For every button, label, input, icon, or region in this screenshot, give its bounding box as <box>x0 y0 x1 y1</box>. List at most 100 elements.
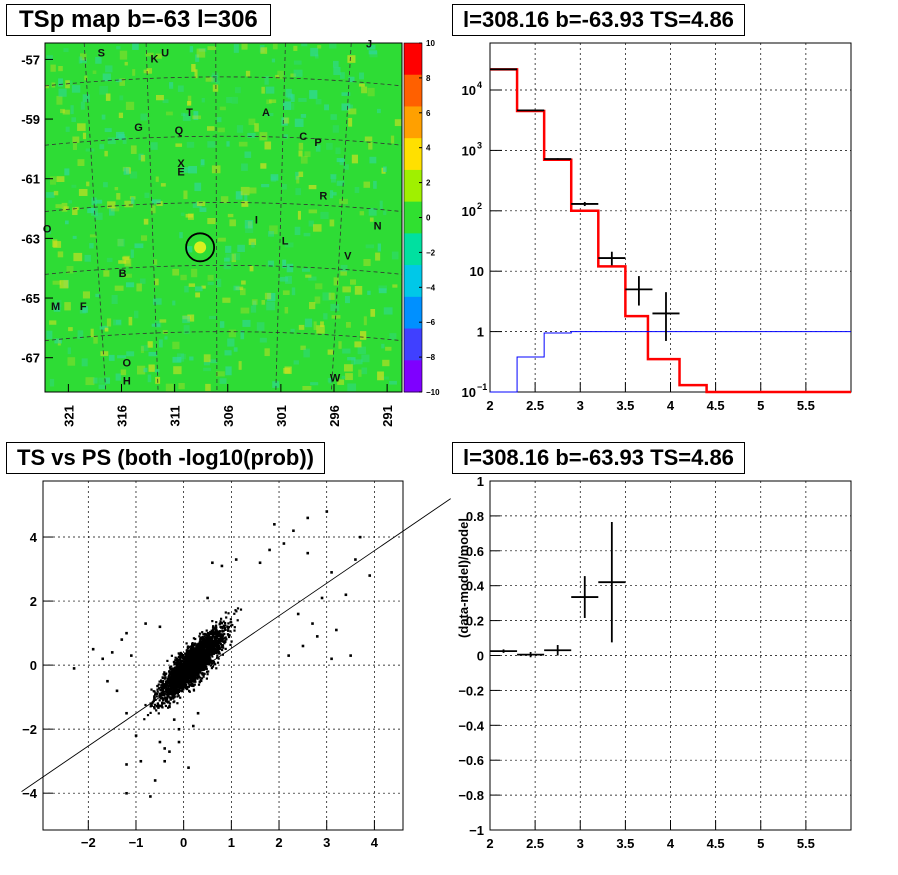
scatter-point <box>216 630 219 633</box>
scatter-point <box>174 688 177 691</box>
scatter-point <box>158 740 162 744</box>
scatter-point <box>170 682 173 685</box>
map-cell <box>378 285 387 291</box>
map-cell <box>336 158 345 163</box>
scatter-point <box>197 656 200 659</box>
map-cell <box>164 336 168 340</box>
scatter-point <box>176 681 179 684</box>
scatter-point <box>205 654 208 657</box>
map-cell <box>113 319 122 326</box>
scatter-point <box>205 659 208 662</box>
scatter-point <box>194 670 197 673</box>
source-label: G <box>134 122 143 134</box>
scatter-point <box>181 688 184 691</box>
map-cell <box>211 72 219 78</box>
map-cell <box>245 70 251 77</box>
map-cell <box>156 95 164 101</box>
colorbar-tick-label: −6 <box>426 318 436 327</box>
x-tick-label: 2 <box>486 836 493 851</box>
scatter-point <box>191 666 194 669</box>
scatter-point <box>209 630 212 634</box>
map-cell <box>82 132 87 140</box>
scatter-point <box>173 668 176 672</box>
scatter-point <box>206 631 209 635</box>
scatter-point <box>172 671 175 675</box>
scatter-point <box>208 644 211 647</box>
map-cell <box>188 283 196 287</box>
scatter-point <box>354 558 357 561</box>
map-cell <box>250 305 257 313</box>
map-cell <box>134 243 144 249</box>
scatter-point <box>163 747 166 750</box>
map-cell <box>107 137 116 145</box>
map-cell <box>98 377 104 384</box>
map-cell <box>354 187 360 193</box>
map-cell <box>375 252 381 261</box>
scatter-point <box>182 671 185 674</box>
map-cell <box>72 207 78 216</box>
scatter-point <box>201 637 204 640</box>
map-cell <box>147 374 152 383</box>
map-cell <box>381 376 389 380</box>
scatter-point <box>191 643 194 646</box>
scatter-point <box>190 652 193 655</box>
map-cell <box>106 318 112 327</box>
map-cell <box>159 319 167 323</box>
scatter-point <box>143 718 146 721</box>
map-cell <box>160 183 166 187</box>
scatter-point <box>168 750 171 753</box>
map-cell <box>199 207 207 213</box>
scatter-point <box>184 672 187 675</box>
map-cell <box>201 285 206 289</box>
map-cell <box>298 142 304 150</box>
map-cell <box>259 132 268 141</box>
map-cell <box>143 218 149 225</box>
map-cell <box>116 193 121 200</box>
map-cell <box>385 346 392 351</box>
scatter-point <box>181 690 184 693</box>
map-cell <box>196 48 206 58</box>
map-cell <box>293 45 298 51</box>
scatter-point <box>184 655 188 658</box>
scatter-point <box>214 651 218 654</box>
scatter-point <box>206 673 209 676</box>
map-cell <box>82 291 90 299</box>
scatter-point <box>220 640 223 643</box>
scatter-point <box>223 627 227 630</box>
map-cell <box>314 296 321 304</box>
map-cell <box>332 125 339 133</box>
map-cell <box>182 113 191 121</box>
scatter-point <box>177 674 180 677</box>
map-cell <box>117 238 124 247</box>
x-tick-label: 311 <box>168 406 183 427</box>
scatter-point <box>195 658 198 661</box>
scatter-point <box>190 661 193 664</box>
map-cell <box>162 330 168 335</box>
map-cell <box>229 219 236 227</box>
map-cell <box>66 266 74 274</box>
map-cell <box>62 109 70 115</box>
scatter-point <box>200 658 203 661</box>
scatter-point <box>157 683 160 686</box>
map-cell <box>383 307 393 315</box>
map-cell <box>290 328 295 333</box>
y-tick-label: 1 <box>477 474 484 489</box>
scatter-point <box>215 621 218 624</box>
map-cell <box>162 99 169 104</box>
scatter-point <box>221 644 225 647</box>
colorbar-band <box>404 106 422 139</box>
map-cell <box>181 112 186 117</box>
map-cell <box>223 262 231 270</box>
scatter-point <box>222 620 225 623</box>
scatter-point <box>158 693 161 696</box>
source-label: C <box>299 131 307 143</box>
scatter-point <box>175 662 178 665</box>
scatter-point <box>197 672 200 675</box>
map-cell <box>126 351 135 357</box>
scatter-point <box>188 654 191 657</box>
map-cell <box>282 290 290 295</box>
scatter-point <box>159 686 162 689</box>
map-cell <box>148 364 155 372</box>
